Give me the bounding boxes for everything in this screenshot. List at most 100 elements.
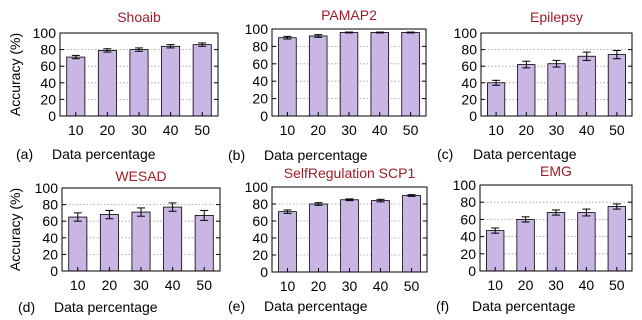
y-tick-label: 40: [461, 75, 477, 91]
y-tick-label: 100: [33, 25, 57, 41]
x-axis-label: Data percentage: [473, 146, 577, 162]
y-tick-label: 0: [50, 263, 58, 279]
x-tick-label: 50: [403, 122, 419, 138]
bar: [131, 211, 151, 272]
x-tick-label: 30: [133, 277, 149, 293]
y-tick-label: 0: [469, 108, 477, 124]
x-tick-label: 10: [280, 122, 296, 138]
y-tick-label: 60: [40, 58, 56, 74]
y-tick-label: 0: [468, 263, 476, 279]
y-tick-label: 40: [42, 230, 58, 246]
bar: [607, 54, 626, 117]
y-tick-label: 100: [245, 179, 269, 195]
panel-letter: (d): [18, 299, 35, 315]
panel-letter: (a): [16, 146, 33, 162]
bar: [517, 64, 536, 117]
bar: [370, 32, 390, 117]
x-axis-label: Data percentage: [52, 146, 156, 162]
y-tick-label: 100: [453, 177, 477, 193]
bar: [129, 49, 149, 117]
y-tick-label: 40: [460, 229, 476, 245]
panel-title: SelfRegulation SCP1: [284, 165, 416, 181]
x-tick-label: 40: [373, 278, 389, 294]
bar: [278, 37, 297, 117]
bar: [194, 214, 214, 272]
y-axis-label: Accuracy (%): [7, 188, 23, 271]
bar: [161, 45, 181, 117]
x-tick-label: 20: [100, 122, 116, 138]
bar: [192, 44, 212, 117]
x-tick-label: 50: [196, 277, 212, 293]
bar: [402, 195, 421, 273]
y-tick-label: 80: [461, 42, 477, 58]
x-tick-label: 50: [194, 122, 210, 138]
x-tick-label: 30: [342, 278, 358, 294]
panel-title: Epilepsy: [530, 9, 583, 25]
bar: [607, 206, 626, 272]
y-tick-label: 20: [461, 91, 477, 107]
plot-frame: [271, 28, 427, 117]
panel-title: WESAD: [115, 168, 166, 184]
x-tick-label: 30: [549, 122, 565, 138]
y-tick-label: 100: [35, 180, 59, 196]
bar: [99, 214, 119, 272]
y-tick-label: 0: [48, 108, 56, 124]
y-tick-label: 0: [260, 108, 268, 124]
x-tick-label: 40: [372, 122, 388, 138]
y-tick-label: 80: [252, 38, 268, 54]
bar: [516, 218, 535, 272]
x-tick-label: 50: [609, 277, 625, 293]
x-tick-label: 30: [131, 122, 147, 138]
bar: [163, 206, 183, 272]
y-tick-label: 100: [245, 21, 269, 37]
bar: [339, 32, 359, 117]
panel-letter: (e): [228, 298, 245, 314]
y-axis-label: Accuracy (%): [7, 33, 23, 116]
y-tick-label: 60: [252, 56, 268, 72]
y-tick-label: 40: [252, 73, 268, 89]
x-axis-label: Data percentage: [472, 298, 576, 314]
bar: [308, 35, 328, 117]
x-tick-label: 20: [519, 122, 535, 138]
bar: [547, 63, 566, 117]
x-tick-label: 20: [518, 277, 534, 293]
x-tick-label: 20: [311, 278, 327, 294]
bar: [278, 211, 297, 273]
y-tick-label: 100: [454, 25, 478, 41]
x-tick-label: 20: [102, 277, 118, 293]
y-tick-label: 60: [460, 211, 476, 227]
bar: [340, 199, 359, 273]
panel-letter: (f): [436, 298, 449, 314]
x-tick-label: 50: [404, 278, 420, 294]
bar: [97, 50, 117, 117]
x-axis-label: Data percentage: [264, 298, 368, 314]
bar: [487, 82, 506, 117]
panel-letter: (b): [228, 147, 245, 163]
x-tick-label: 10: [488, 122, 504, 138]
y-tick-label: 20: [252, 247, 268, 263]
x-tick-label: 40: [579, 122, 595, 138]
bar: [577, 212, 596, 272]
bar: [486, 230, 505, 272]
plot-frame: [59, 32, 219, 117]
y-tick-label: 20: [252, 91, 268, 107]
y-tick-label: 60: [252, 213, 268, 229]
y-tick-label: 80: [42, 197, 58, 213]
y-tick-label: 80: [252, 196, 268, 212]
x-tick-label: 40: [165, 277, 181, 293]
x-tick-label: 30: [548, 277, 564, 293]
plot-frame: [271, 186, 428, 273]
y-tick-label: 20: [40, 91, 56, 107]
plot-frame: [61, 187, 221, 272]
plot-frame: [480, 32, 633, 117]
x-tick-label: 10: [70, 277, 86, 293]
bar: [371, 200, 390, 273]
bar: [401, 32, 420, 117]
y-tick-label: 20: [460, 246, 476, 262]
x-tick-label: 10: [487, 277, 503, 293]
x-tick-label: 10: [280, 278, 296, 294]
